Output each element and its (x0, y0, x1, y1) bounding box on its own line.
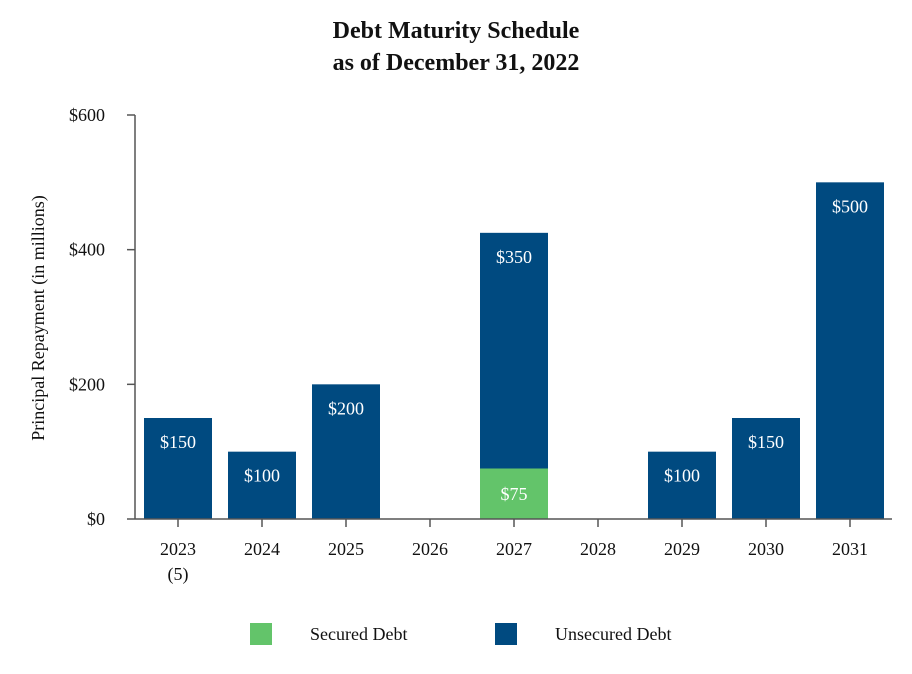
x-tick-label: 2023 (160, 539, 196, 559)
data-label-secured-4: $75 (501, 484, 528, 504)
data-label-unsecured-6: $100 (664, 466, 700, 486)
data-label-unsecured-0: $150 (160, 432, 196, 452)
x-tick-label: 2027 (496, 539, 532, 559)
x-tick-label: 2029 (664, 539, 700, 559)
bar-unsecured-2 (312, 384, 380, 519)
x-tick-label: 2025 (328, 539, 364, 559)
y-tick-label: $400 (69, 240, 105, 260)
x-tick-label: 2026 (412, 539, 448, 559)
y-tick-label: $600 (69, 105, 105, 125)
bar-unsecured-7 (732, 418, 800, 519)
data-label-unsecured-7: $150 (748, 432, 784, 452)
legend-swatch-unsecured (495, 623, 517, 645)
x-tick-label: 2028 (580, 539, 616, 559)
data-label-unsecured-2: $200 (328, 398, 364, 418)
bar-unsecured-6 (648, 451, 716, 519)
legend: Secured Debt Unsecured Debt (250, 623, 671, 645)
legend-swatch-secured (250, 623, 272, 645)
bar-unsecured-4 (480, 232, 548, 469)
plot-area: $150 $100 $200 $75 $350 $100 $150 $500 $0 $200 $40… (69, 105, 892, 585)
chart-title-line-1: Debt Maturity Schedule (333, 18, 580, 44)
chart-title-line-2: as of December 31, 2022 (333, 50, 580, 76)
legend-label-secured: Secured Debt (310, 624, 407, 644)
data-label-unsecured-8: $500 (832, 196, 868, 216)
y-tick-label: $200 (69, 374, 105, 394)
data-label-unsecured-1: $100 (244, 466, 280, 486)
legend-label-unsecured: Unsecured Debt (555, 624, 671, 644)
bar-secured-4 (480, 468, 548, 519)
bar-unsecured-0 (144, 418, 212, 519)
x-tick-label: 2024 (244, 539, 280, 559)
y-axis-label: Principal Repayment (in millions) (28, 195, 49, 440)
y-tick-label: $0 (87, 509, 105, 529)
x-tick-label: 2031 (832, 539, 868, 559)
bar-unsecured-1 (228, 451, 296, 519)
data-label-unsecured-4: $350 (496, 247, 532, 267)
x-tick-label: (5) (168, 564, 189, 585)
x-tick-label: 2030 (748, 539, 784, 559)
bar-unsecured-8 (816, 182, 884, 520)
